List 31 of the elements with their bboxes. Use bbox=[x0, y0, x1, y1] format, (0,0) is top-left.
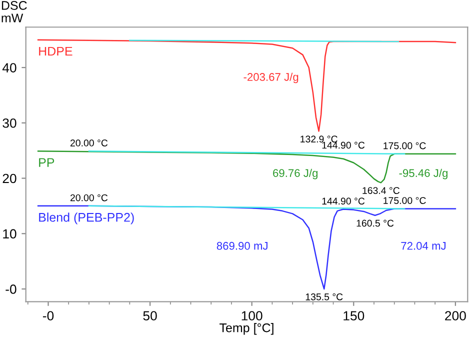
x-tick-label: 100 bbox=[242, 311, 262, 320]
annotation: 20.00 °C bbox=[70, 140, 108, 146]
annotation: 163.4 °C bbox=[362, 187, 400, 194]
annotation: 20.00 °C bbox=[70, 194, 108, 202]
series-label: HDPE bbox=[39, 46, 72, 56]
y-tick-label: 30 bbox=[2, 118, 16, 128]
x-tick-label: 200 bbox=[445, 311, 466, 320]
x-tick-label: 50 bbox=[143, 311, 157, 320]
annotation: -203.67 J/g bbox=[244, 72, 298, 84]
y-tick-label: -0 bbox=[6, 284, 16, 294]
annotation: 160.5 °C bbox=[356, 220, 394, 227]
annotation: 135.5 °C bbox=[306, 293, 343, 300]
annotation: 72.04 mJ bbox=[401, 242, 446, 250]
series-label: Blend (PEB-PP2) bbox=[39, 212, 134, 224]
series-label: PP bbox=[39, 158, 54, 167]
y-axis-title: DSC mW bbox=[2, 1, 27, 22]
annotation: 175.00 °C bbox=[384, 142, 426, 150]
line-series bbox=[37, 150, 456, 184]
annotation: 132.9 °C bbox=[300, 136, 338, 143]
annotation: 175.00 °C bbox=[384, 197, 426, 204]
x-tick-label: 150 bbox=[344, 311, 364, 320]
y-tick-label: 40 bbox=[2, 63, 16, 72]
annotation: 869.90 mJ bbox=[216, 242, 268, 250]
annotation: 144.90 °C bbox=[322, 198, 365, 205]
x-tick-label: -0 bbox=[42, 311, 54, 320]
annotation: -95.46 J/g bbox=[399, 168, 448, 180]
annotation: 144.90 °C bbox=[322, 142, 365, 149]
y-tick-label: 10 bbox=[3, 229, 16, 239]
y-tick-label: 20 bbox=[2, 174, 16, 184]
x-axis-title: Temp [°C] bbox=[220, 323, 274, 335]
annotation: 69.76 J/g bbox=[273, 168, 318, 180]
